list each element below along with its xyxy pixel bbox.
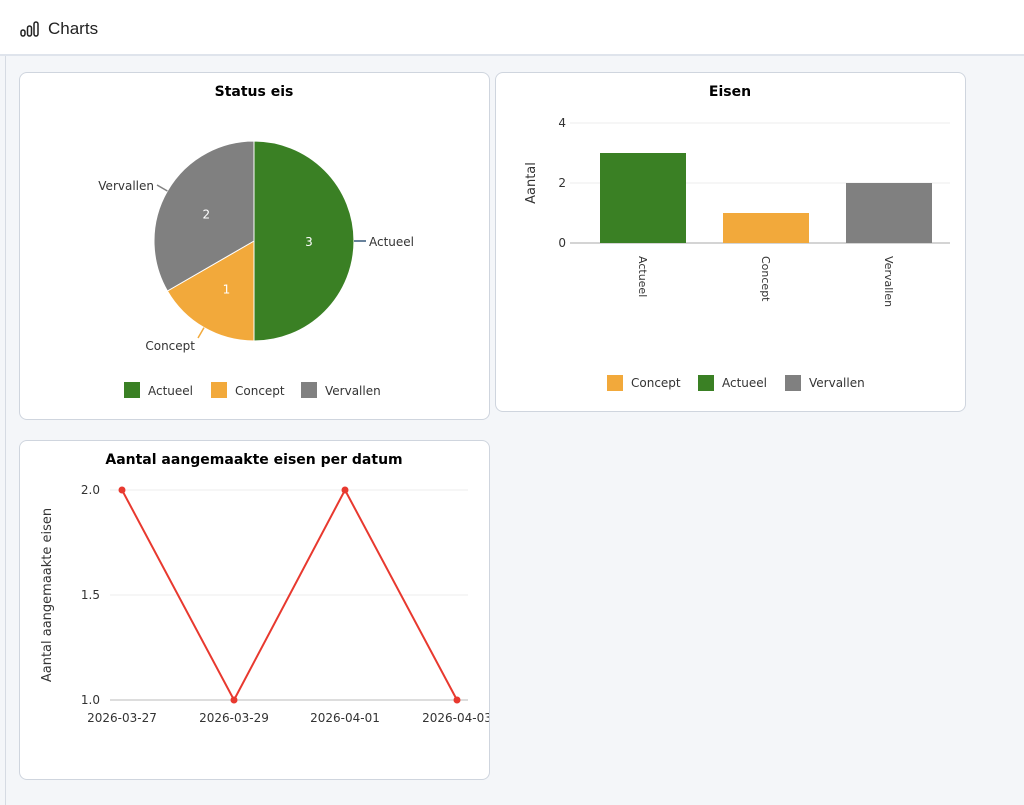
- legend-swatch: [301, 382, 317, 398]
- chart-title: Eisen: [709, 84, 751, 100]
- legend-swatch: [124, 382, 140, 398]
- pie-slice-actueel: [253, 140, 355, 342]
- line-series: [121, 487, 458, 703]
- label-connector: [197, 327, 205, 339]
- y-tick-label: 1.5: [81, 588, 100, 602]
- bar-actueel: [600, 153, 686, 243]
- chart-title: Aantal aangemaakte eisen per datum: [105, 452, 402, 468]
- x-tick-label: 2026-03-29: [199, 711, 269, 725]
- pie-slice-concept: [166, 240, 255, 342]
- data-point: [453, 696, 461, 704]
- legend-swatch: [785, 375, 801, 391]
- y-tick-label: 2: [558, 176, 566, 190]
- x-tick-label: 2026-04-01: [310, 711, 380, 725]
- data-label: 3: [305, 235, 313, 249]
- page-title: Charts: [48, 19, 99, 38]
- data-point: [230, 696, 238, 704]
- legend-label: Vervallen: [809, 376, 865, 390]
- line-chart-card: [19, 440, 490, 780]
- legend-swatch: [211, 382, 227, 398]
- y-tick-label: 2.0: [81, 483, 100, 497]
- data-point: [118, 486, 126, 494]
- y-axis-label: Aantal: [524, 162, 539, 204]
- slice-label: Actueel: [369, 235, 414, 249]
- bar-chart-icon: [20, 21, 39, 37]
- data-label: 1: [223, 283, 231, 297]
- bar-concept: [723, 213, 809, 243]
- x-tick-label: Actueel: [636, 256, 649, 297]
- chart-title: Status eis: [215, 84, 294, 100]
- label-connector: [156, 184, 168, 192]
- legend-label: Actueel: [148, 384, 193, 398]
- legend-swatch: [607, 375, 623, 391]
- legend-swatch: [698, 375, 714, 391]
- data-label: 2: [203, 208, 211, 222]
- x-tick-label: 2026-03-27: [87, 711, 157, 725]
- x-tick-label: 2026-04-03: [422, 711, 492, 725]
- y-tick-label: 1.0: [81, 693, 100, 707]
- y-axis-label: Aantal aangemaakte eisen: [40, 508, 55, 682]
- data-point: [341, 486, 349, 494]
- y-tick-label: 0: [558, 236, 566, 250]
- x-tick-label: Vervallen: [882, 256, 895, 307]
- legend-label: Actueel: [722, 376, 767, 390]
- legend-label: Concept: [235, 384, 285, 398]
- y-tick-label: 4: [558, 116, 566, 130]
- divider: [5, 56, 6, 805]
- x-tick-label: Concept: [759, 256, 772, 302]
- slice-label: Concept: [145, 339, 195, 353]
- bar-vervallen: [846, 183, 932, 243]
- header: Charts: [0, 0, 1024, 56]
- legend-label: Vervallen: [325, 384, 381, 398]
- slice-label: Vervallen: [98, 179, 154, 193]
- legend-label: Concept: [631, 376, 681, 390]
